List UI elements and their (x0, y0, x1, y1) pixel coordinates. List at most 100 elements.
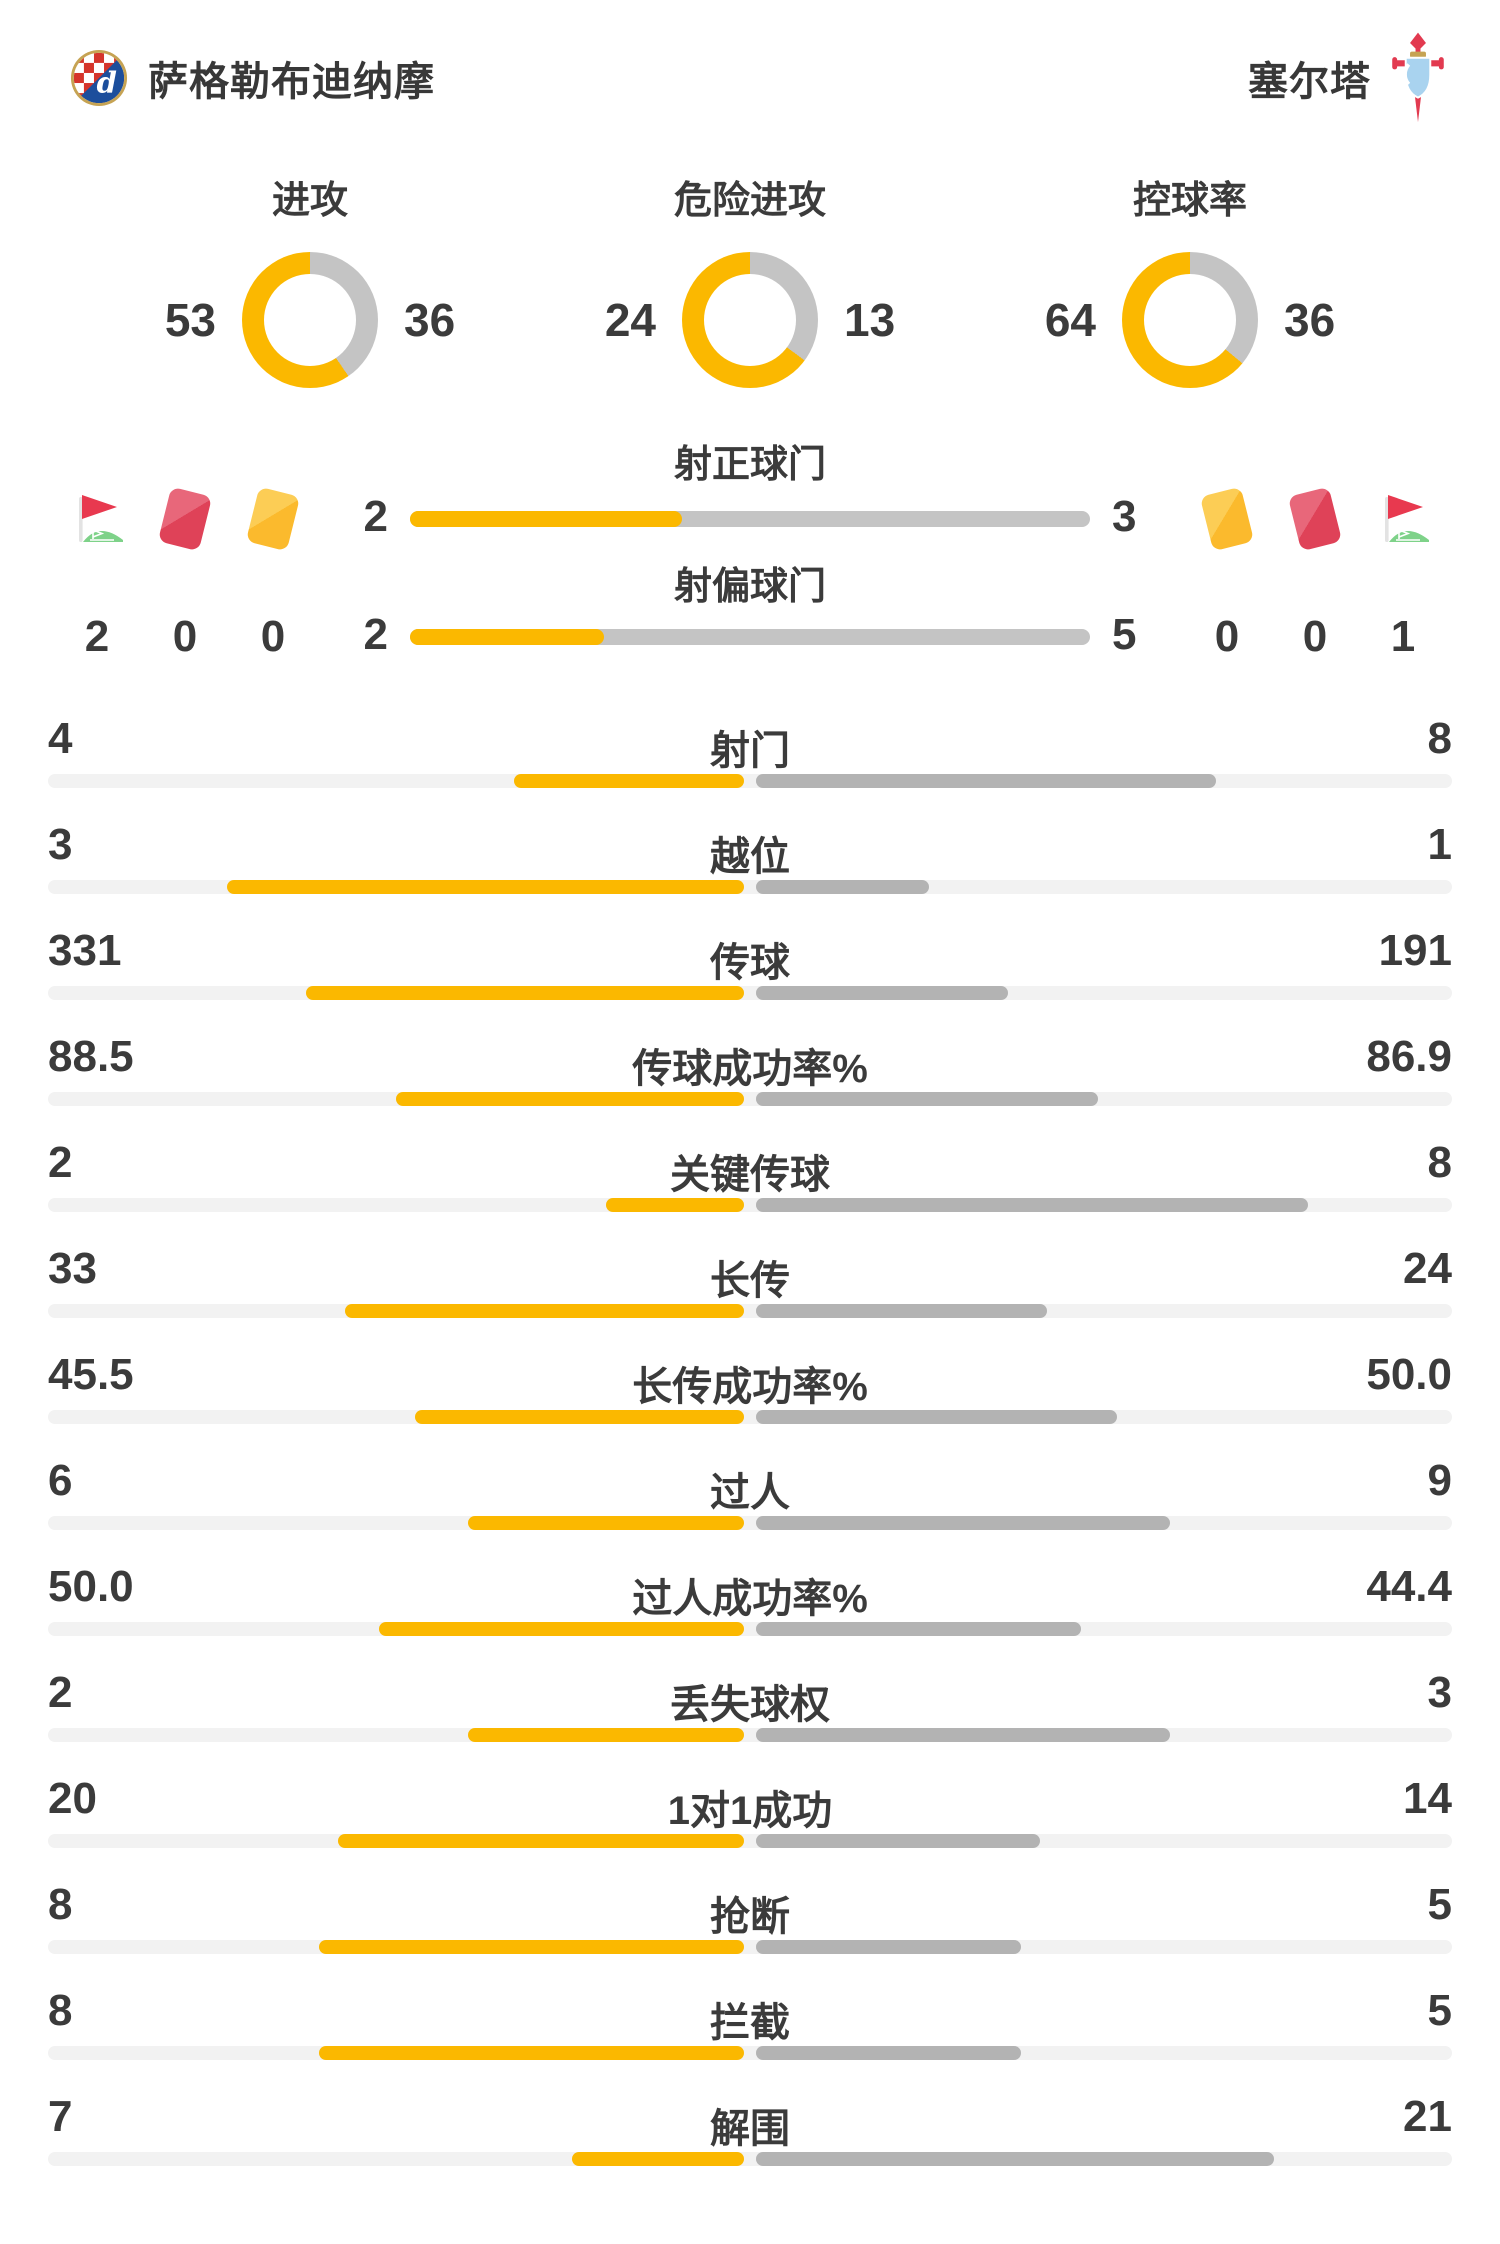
home-team-crest-icon: d (70, 49, 128, 107)
stat-bar-track (48, 774, 1452, 788)
stat-label: 长传 (710, 1259, 790, 1303)
stat-away-value: 9 (1427, 1456, 1452, 1505)
donut-chart (1122, 252, 1258, 388)
stat-label: 解围 (710, 2107, 790, 2151)
stat-home-value: 2 (48, 1668, 73, 1717)
away-team-name: 塞尔塔 (1248, 60, 1371, 104)
stat-bar-away (756, 1410, 1118, 1424)
stat-bar-home (378, 1622, 744, 1636)
stat-bar-home (344, 1304, 744, 1318)
stat-row-9: 2 丢失球权 3 (0, 1654, 1500, 1760)
stat-away-value: 5 (1427, 1986, 1452, 2035)
stat-row-3: 88.5 传球成功率% 86.9 (0, 1018, 1500, 1124)
stat-label: 过人 (710, 1471, 790, 1515)
donut-chart (682, 252, 818, 388)
stat-label: 传球成功率% (632, 1047, 868, 1091)
stat-away-value: 21 (1403, 2092, 1452, 2141)
stat-label: 抢断 (710, 1895, 790, 1939)
home-red-card-slot (154, 486, 216, 552)
stats-list: 4 射门 8 3 越位 1 331 传球 191 88.5 传球成功率% 86.9 2 关键传球 8 33 长传… (0, 700, 1500, 2184)
stat-bar-home (226, 880, 744, 894)
stat-away-value: 8 (1427, 714, 1452, 763)
stat-bar-away (756, 2152, 1274, 2166)
donut-home-value: 64 (1044, 294, 1096, 346)
stat-bar-away (756, 1834, 1041, 1848)
stat-bar-track (48, 1516, 1452, 1530)
donut-home-value: 53 (164, 294, 216, 346)
away-discipline-icons (1196, 486, 1434, 552)
stat-home-value: 45.5 (48, 1350, 134, 1399)
away-corner-flag-count: 1 (1390, 612, 1416, 661)
stat-bar-track (48, 1728, 1452, 1742)
stat-bar-home (395, 1092, 744, 1106)
stat-label: 越位 (710, 835, 790, 879)
home-team-name: 萨格勒布迪纳摩 (148, 60, 435, 104)
stat-label: 1对1成功 (667, 1789, 833, 1833)
stat-away-value: 86.9 (1366, 1032, 1452, 1081)
yellow-card-icon (245, 486, 301, 552)
donut-away-value: 36 (1284, 294, 1336, 346)
home-team: d 萨格勒布迪纳摩 (70, 49, 435, 107)
donut-label: 危险进攻 (673, 180, 826, 222)
stat-bar-home (468, 1728, 744, 1742)
stat-home-value: 8 (48, 1986, 73, 2035)
home-discipline-icons (66, 486, 304, 552)
svg-text:d: d (97, 66, 117, 100)
stat-home-value: 331 (48, 926, 122, 975)
stat-row-8: 50.0 过人成功率% 44.4 (0, 1548, 1500, 1654)
stat-away-value: 191 (1378, 926, 1452, 975)
away-team-crest-icon (1391, 31, 1445, 125)
away-discipline-values: 0 0 1 (1196, 612, 1434, 662)
home-yellow-card-slot (242, 486, 304, 552)
away-yellow-card-slot (1196, 486, 1258, 552)
stat-row-7: 6 过人 9 (0, 1442, 1500, 1548)
stat-bar-home (415, 1410, 744, 1424)
shots-off-target-bar (410, 629, 1090, 645)
stat-away-value: 44.4 (1366, 1562, 1452, 1611)
stat-bar-home (571, 2152, 744, 2166)
donut-chart (242, 252, 378, 388)
stat-away-value: 5 (1427, 1880, 1452, 1929)
stat-bar-home (468, 1516, 744, 1530)
shots-on-target-label: 射正球门 (673, 444, 826, 486)
stat-bar-away (756, 1516, 1170, 1530)
stat-row-12: 8 拦截 5 (0, 1972, 1500, 2078)
stat-home-value: 8 (48, 1880, 73, 1929)
stat-bar-away (756, 880, 929, 894)
stat-row-6: 45.5 长传成功率% 50.0 (0, 1336, 1500, 1442)
stat-home-value: 7 (48, 2092, 73, 2141)
stat-label: 关键传球 (670, 1153, 830, 1197)
shots-off-target-label: 射偏球门 (673, 566, 826, 608)
stat-label: 丢失球权 (670, 1683, 830, 1727)
stat-bar-away (756, 1728, 1170, 1742)
donut-home-value: 24 (604, 294, 656, 346)
stat-bar-away (756, 1940, 1022, 1954)
stat-bar-home (306, 986, 744, 1000)
donut-col-0: 进攻 53 36 (90, 178, 530, 388)
donut-col-1: 危险进攻 24 13 (530, 178, 970, 388)
stat-bar-track (48, 1410, 1452, 1424)
red-card-icon (157, 486, 213, 552)
stat-away-value: 50.0 (1366, 1350, 1452, 1399)
away-red-card-count: 0 (1302, 612, 1328, 661)
stat-bar-home (319, 2046, 744, 2060)
home-discipline-values: 2 0 0 (66, 612, 304, 662)
stat-row-1: 3 越位 1 (0, 806, 1500, 912)
stat-bar-track (48, 1304, 1452, 1318)
stat-bar-away (756, 1304, 1047, 1318)
stat-row-13: 7 解围 21 (0, 2078, 1500, 2184)
stat-away-value: 1 (1427, 820, 1452, 869)
stat-row-4: 2 关键传球 8 (0, 1124, 1500, 1230)
stat-bar-home (514, 774, 744, 788)
donut-label: 控球率 (1132, 180, 1247, 222)
stat-bar-track (48, 1092, 1452, 1106)
stat-bar-away (756, 986, 1009, 1000)
stat-bar-track (48, 986, 1452, 1000)
away-yellow-card-count: 0 (1214, 612, 1240, 661)
stat-away-value: 8 (1427, 1138, 1452, 1187)
stat-bar-track (48, 2152, 1452, 2166)
home-red-card-count: 0 (172, 612, 198, 661)
shots-on-target-bar (410, 511, 1090, 527)
shots-off-target-away-value: 5 (1112, 610, 1137, 659)
